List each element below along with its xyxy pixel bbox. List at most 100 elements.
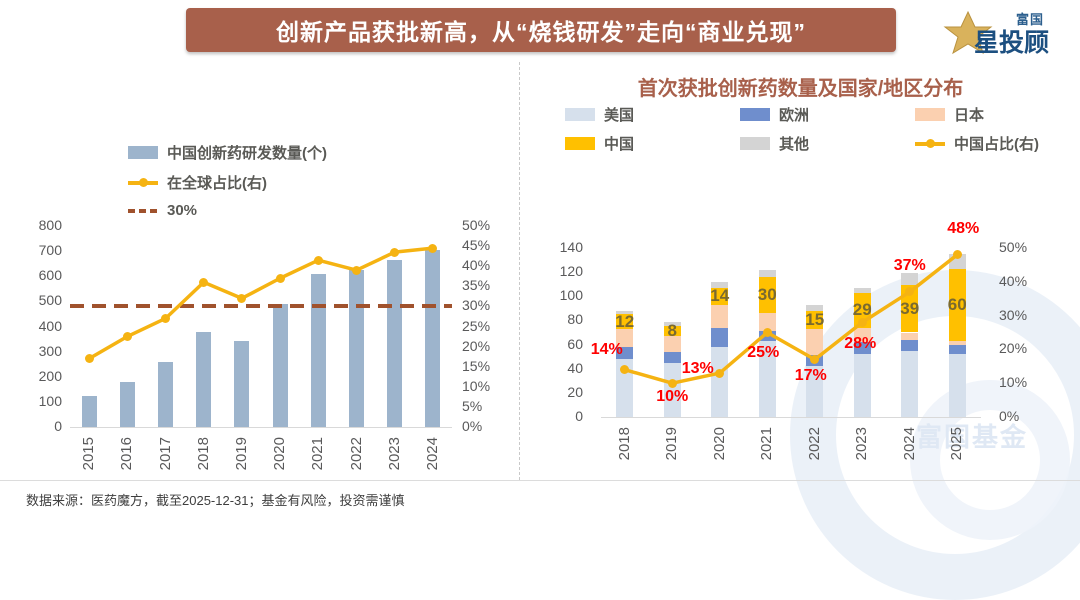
y-axis-tick-right: 40% <box>999 272 1028 289</box>
line-data-point <box>275 273 285 283</box>
line-percent-label: 14% <box>590 340 623 358</box>
line-data-point <box>352 265 361 275</box>
bar-value-label: 14 <box>710 286 730 306</box>
chart-bar-segment <box>663 362 681 417</box>
line-data-point <box>161 313 170 323</box>
y-axis-tick-right: 35% <box>462 277 491 294</box>
y-axis-tick-left: 800 <box>38 217 62 233</box>
left-plot-area: 0 100 200 300 400 500 600 700 800 0% 5% 10% 15% 20% 25… <box>0 62 520 480</box>
bar-value-label: 39 <box>900 298 920 318</box>
line-percent-label: 13% <box>681 360 714 378</box>
left-chart-panel: 中国创新药研发数量(个) 在全球占比(右) 30% 0 100 200 300 400 5… <box>0 62 520 480</box>
line-percent-label: 48% <box>947 219 980 237</box>
line-data-point <box>122 332 132 342</box>
line-percent-label: 17% <box>794 366 827 384</box>
line-data-point <box>762 328 772 337</box>
chart-bar-segment <box>711 304 729 328</box>
watermark-text: 富国基金 <box>915 422 1028 452</box>
chart-bar-segment <box>711 281 729 288</box>
chart-bar-segment <box>948 340 966 345</box>
legend-label-other: 其他 <box>779 136 810 153</box>
right-chart-title: 首次获批创新药数量及国家/地区分布 <box>637 78 964 100</box>
right-plot-area: 0 20 40 60 80 100 120 140 0% 10% 20% 30% 40% 50% 2018 2… <box>521 62 1080 480</box>
chart-bar <box>234 340 250 427</box>
y-axis-tick-right: 50% <box>462 217 491 233</box>
chart-bar-segment <box>758 313 776 332</box>
chart-bar-segment <box>616 359 634 417</box>
chart-bar-segment <box>853 354 871 417</box>
y-axis-tick-left: 100 <box>38 392 62 409</box>
chart-bar-segment <box>758 276 776 314</box>
chart-bar-segment <box>758 269 776 277</box>
y-axis-tick-left: 700 <box>38 242 62 259</box>
legend-label-reference: 30% <box>167 202 198 219</box>
legend-label-china-share: 中国占比(右) <box>954 136 1039 153</box>
legend-label-bar: 中国创新药研发数量(个) <box>167 145 327 162</box>
y-axis-tick-left: 300 <box>38 342 62 359</box>
legend-item-reference: 30% <box>128 202 327 219</box>
chart-bar-segment <box>901 350 919 417</box>
bar-value-label: 15 <box>805 309 825 329</box>
y-axis-tick-right: 25% <box>462 317 491 334</box>
chart-bar-segment <box>901 285 919 333</box>
y-axis-tick-right: 30% <box>462 297 491 314</box>
legend-label-japan: 日本 <box>954 107 985 124</box>
legend-swatch-bar <box>128 146 158 159</box>
right-chart-legend: 美国 欧洲 日本 中国 其他 中国占比(右) <box>565 104 1065 154</box>
legend-label-us: 美国 <box>604 107 635 124</box>
x-axis-baseline <box>70 427 452 428</box>
chart-bar-segment <box>616 314 634 329</box>
chart-bar-segment <box>853 327 871 343</box>
china-share-line-series <box>624 253 959 385</box>
x-axis-baseline <box>601 417 981 418</box>
line-data-point <box>810 355 820 365</box>
legend-swatch-china-share-line <box>915 137 945 150</box>
y-axis-tick-right: 50% <box>999 239 1028 255</box>
chart-bar-segment <box>853 342 871 355</box>
chart-bar-segment <box>901 273 919 286</box>
line-data-point <box>715 368 725 378</box>
y-axis-tick-right: 10% <box>999 374 1028 391</box>
chart-bar-segment <box>663 336 681 352</box>
legend-label-europe: 欧洲 <box>779 107 810 124</box>
legend-swatch-europe <box>740 108 770 121</box>
y-axis-tick-left: 200 <box>38 367 62 384</box>
line-percent-label: 10% <box>656 388 689 406</box>
legend-label-line: 在全球占比(右) <box>167 175 267 192</box>
y-axis-tick-right: 30% <box>999 306 1028 323</box>
legend-item-europe: 欧洲 <box>740 104 915 125</box>
legend-item-china: 中国 <box>565 133 740 154</box>
legend-swatch-line <box>128 176 158 189</box>
chart-bar-segment <box>711 287 729 305</box>
y-axis-tick-left: 60 <box>567 335 583 352</box>
star-icon <box>943 10 993 55</box>
legend-item-line: 在全球占比(右) <box>128 172 327 193</box>
brand-logo: 富国 星投顾 <box>940 6 1072 57</box>
line-data-point <box>667 378 677 388</box>
y-axis-tick-right: 5% <box>462 397 483 414</box>
chart-bar <box>272 303 288 427</box>
chart-bar-segment <box>711 346 729 417</box>
chart-bar-segment <box>616 346 634 360</box>
chart-bar <box>81 395 97 427</box>
y-axis-tick-right: 45% <box>462 237 491 254</box>
y-axis-tick-right: 15% <box>462 357 491 374</box>
title-banner: 创新产品获批新高，从“烧钱研发”走向“商业兑现” <box>186 8 896 52</box>
chart-bar <box>158 361 173 427</box>
chart-bar-segment <box>806 328 824 356</box>
chart-bar-segment <box>663 351 681 363</box>
y-axis-tick-left: 100 <box>559 287 583 304</box>
line-data-point <box>84 354 94 364</box>
percent-line-series <box>88 246 434 361</box>
chart-bar-segment <box>806 310 824 329</box>
chart-bar-segment <box>758 340 776 417</box>
left-chart-legend: 中国创新药研发数量(个) 在全球占比(右) 30% <box>128 142 327 228</box>
line-data-point <box>313 255 323 265</box>
logo-line2: 星投顾 <box>974 29 1050 57</box>
line-data-point <box>390 247 400 257</box>
chart-bar-segment <box>948 344 966 355</box>
legend-swatch-japan <box>915 108 945 121</box>
y-axis-tick-left: 40 <box>567 359 583 376</box>
line-data-point <box>952 250 962 260</box>
chart-bar <box>387 259 403 427</box>
